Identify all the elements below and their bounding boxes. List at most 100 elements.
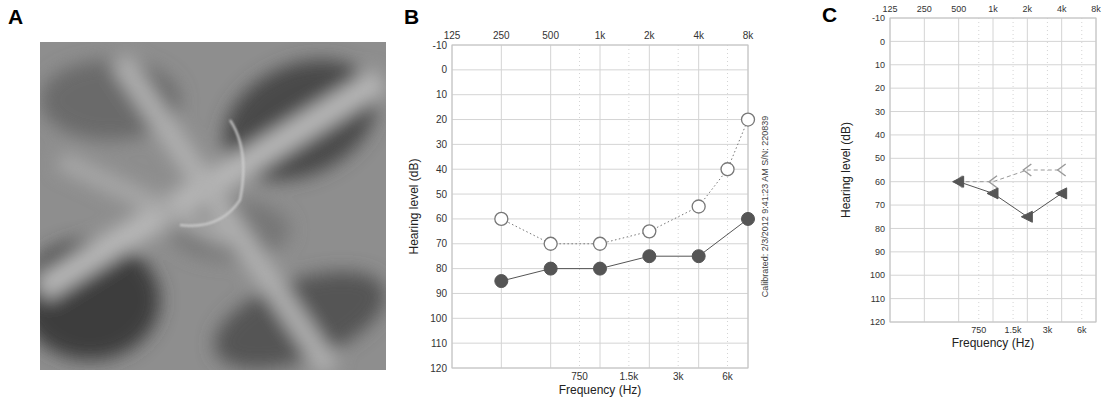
- x-axis-title: Frequency (Hz): [559, 383, 642, 397]
- y-tick-label: 40: [875, 130, 885, 140]
- image-shapes: [40, 42, 386, 370]
- x2-tick-label: 250: [493, 30, 510, 41]
- grid-line: [727, 45, 728, 368]
- marker: [594, 262, 607, 275]
- y-tick-label: 60: [875, 177, 885, 187]
- marker: [495, 275, 508, 288]
- band: [60, 160, 230, 240]
- marker: [742, 212, 755, 225]
- y-tick-label: 110: [871, 294, 885, 304]
- x2-tick-label: 4k: [693, 30, 705, 41]
- chart-panel: B-10010203040506070809010011012012525050…: [404, 5, 770, 397]
- x2-tick-label: 8k: [743, 30, 755, 41]
- marker: [643, 250, 656, 263]
- marker: [721, 163, 734, 176]
- figure: AB-1001020304050607080901001101201252505…: [0, 0, 1114, 400]
- panel-letter: C: [822, 3, 837, 26]
- x-tick-label: 6k: [722, 371, 734, 382]
- x-tick-label: 6k: [1077, 325, 1087, 335]
- marker: [594, 237, 607, 250]
- y-tick-label: 70: [436, 238, 448, 249]
- grid-line: [550, 45, 551, 368]
- x2-tick-label: 500: [951, 4, 966, 14]
- y-axis-title: Hearing level (dB): [839, 122, 853, 218]
- marker: [544, 237, 557, 250]
- bright-curve: [180, 120, 243, 226]
- x2-tick-label: 125: [882, 4, 897, 14]
- annotation: Calibrated: 2/3/2012 9:41:23 AM S/N: 220…: [760, 116, 770, 298]
- x-tick-label: 3k: [673, 371, 685, 382]
- series-line: [501, 120, 748, 244]
- x2-tick-label: 500: [542, 30, 559, 41]
- marker: [1021, 211, 1032, 222]
- band: [120, 60, 330, 370]
- grid-line: [678, 45, 679, 368]
- data-group: [953, 164, 1067, 222]
- y-tick-label: 10: [436, 89, 448, 100]
- x2-tick-label: 250: [917, 4, 932, 14]
- marker: [1023, 164, 1031, 176]
- grid-line: [978, 18, 979, 322]
- y-tick-label: 110: [431, 338, 447, 349]
- x-tick-label: 750: [571, 371, 588, 382]
- x2-tick-label: 2k: [1023, 4, 1033, 14]
- grid-line: [579, 45, 580, 368]
- y-tick-label: 20: [436, 114, 448, 125]
- y-tick-label: 100: [870, 270, 885, 280]
- grid-line: [600, 45, 601, 368]
- marker: [692, 200, 705, 213]
- y-tick-label: 120: [870, 317, 885, 327]
- y-tick-label: 80: [436, 263, 448, 274]
- grid-line: [924, 18, 925, 322]
- grid-line: [628, 45, 629, 368]
- marker: [495, 212, 508, 225]
- grid-line: [1081, 18, 1082, 322]
- plot-frame: [452, 45, 748, 368]
- marker: [1058, 164, 1066, 176]
- y-tick-label: 30: [875, 107, 885, 117]
- y-tick-label: 40: [436, 164, 448, 175]
- grid-line: [501, 45, 502, 368]
- grid-line: [1061, 18, 1062, 322]
- image-panel: [40, 42, 386, 370]
- x2-tick-label: 125: [444, 30, 461, 41]
- series-line: [501, 219, 748, 281]
- y-tick-label: 0: [880, 37, 885, 47]
- data-group: [495, 113, 755, 288]
- grid-line: [958, 18, 959, 322]
- x-tick-label: 1.5k: [619, 371, 639, 382]
- x2-tick-label: 1k: [595, 30, 607, 41]
- y-tick-label: 80: [875, 224, 885, 234]
- y-axis-title: Hearing level (dB): [407, 158, 421, 254]
- y-tick-label: 10: [875, 60, 885, 70]
- x-tick-label: 3k: [1043, 325, 1053, 335]
- x-axis-title: Frequency (Hz): [952, 336, 1035, 350]
- y-tick-label: -10: [872, 13, 885, 23]
- y-tick-label: 30: [436, 139, 448, 150]
- chart-panel: C-10010203040506070809010011012012525050…: [822, 3, 1101, 350]
- series-line: [959, 170, 1062, 182]
- y-tick-label: 120: [430, 363, 447, 374]
- x2-tick-label: 2k: [644, 30, 656, 41]
- plot-frame: [890, 18, 1096, 322]
- panel-letter: A: [8, 5, 23, 28]
- y-tick-label: 60: [436, 213, 448, 224]
- x-tick-label: 750: [971, 325, 986, 335]
- grid-line: [649, 45, 650, 368]
- y-tick-label: 50: [436, 189, 448, 200]
- marker: [953, 176, 964, 187]
- x-tick-label: 1.5k: [1005, 325, 1023, 335]
- marker: [987, 188, 998, 199]
- y-tick-label: 0: [441, 64, 447, 75]
- y-tick-label: 100: [430, 313, 447, 324]
- marker: [643, 225, 656, 238]
- grid-line: [993, 18, 994, 322]
- panel-letter: B: [404, 5, 419, 28]
- y-tick-label: -10: [433, 40, 448, 51]
- y-tick-label: 90: [875, 247, 885, 257]
- x2-tick-label: 4k: [1057, 4, 1067, 14]
- y-tick-label: 20: [875, 83, 885, 93]
- marker: [989, 176, 997, 188]
- y-tick-label: 50: [875, 153, 885, 163]
- grid-line: [1013, 18, 1014, 322]
